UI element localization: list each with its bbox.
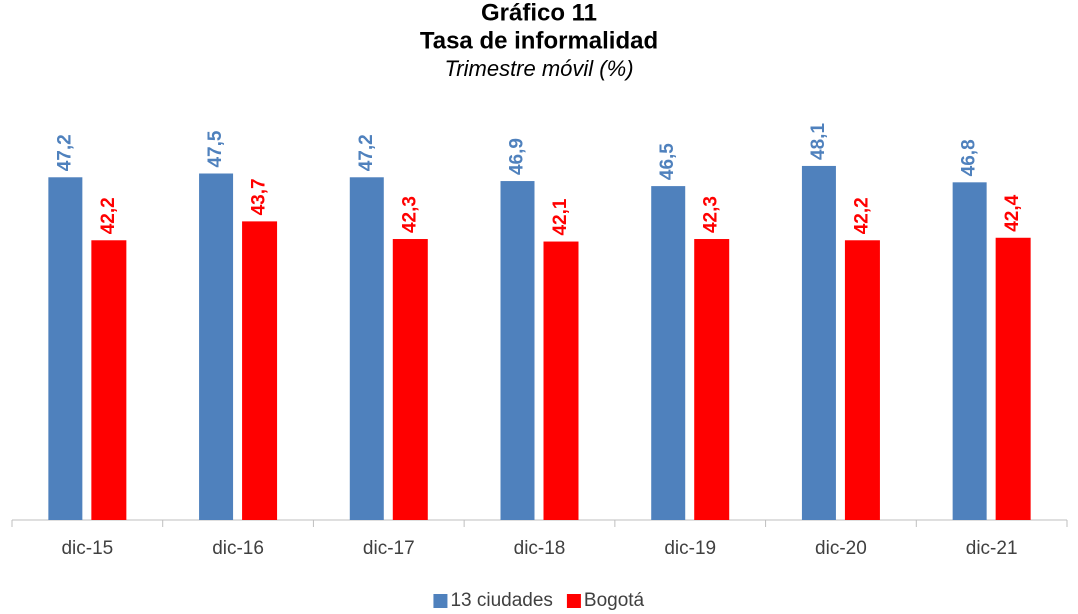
- chart-title: Gráfico 11: [481, 0, 597, 26]
- data-label: 43,7: [249, 178, 270, 215]
- data-label: 42,1: [550, 198, 571, 235]
- bar: [500, 181, 535, 520]
- x-tick-label: dic-16: [212, 538, 264, 559]
- legend-swatch: [566, 594, 581, 608]
- x-tick-label: dic-21: [966, 538, 1018, 559]
- x-tick-label: dic-19: [664, 538, 716, 559]
- data-label: 42,3: [701, 196, 722, 233]
- chart-subtitle: Trimestre móvil (%): [444, 56, 633, 81]
- data-label: 48,1: [808, 123, 829, 160]
- bar: [694, 239, 730, 520]
- bar: [91, 240, 127, 520]
- legend-label: 13 ciudades: [450, 590, 552, 611]
- bar: [392, 239, 428, 520]
- bar: [543, 241, 579, 521]
- x-tick-label: dic-15: [61, 538, 113, 559]
- bar: [801, 165, 836, 520]
- x-tick-label: dic-18: [514, 538, 566, 559]
- bar: [242, 221, 278, 520]
- bar: [48, 177, 83, 520]
- data-label: 46,8: [959, 139, 980, 176]
- data-label: 47,2: [54, 134, 75, 171]
- legend-swatch: [433, 594, 448, 608]
- data-label: 42,4: [1002, 194, 1023, 231]
- bar: [199, 173, 234, 520]
- legend-label: Bogotá: [584, 590, 645, 611]
- bar: [349, 177, 384, 520]
- data-label: 42,2: [98, 197, 119, 234]
- data-label: 47,5: [205, 130, 226, 167]
- data-label: 42,3: [399, 196, 420, 233]
- bar: [995, 237, 1031, 520]
- bar: [651, 186, 686, 520]
- x-tick-label: dic-20: [815, 538, 867, 559]
- data-label: 42,2: [851, 197, 872, 234]
- x-tick-label: dic-17: [363, 538, 415, 559]
- bar: [844, 240, 880, 520]
- data-label: 46,5: [657, 143, 678, 180]
- bar: [952, 182, 987, 520]
- legend: 13 ciudades Bogotá: [433, 590, 645, 611]
- data-label: 47,2: [356, 134, 377, 171]
- chart-title: Tasa de informalidad: [420, 27, 658, 54]
- data-label: 46,9: [507, 138, 528, 175]
